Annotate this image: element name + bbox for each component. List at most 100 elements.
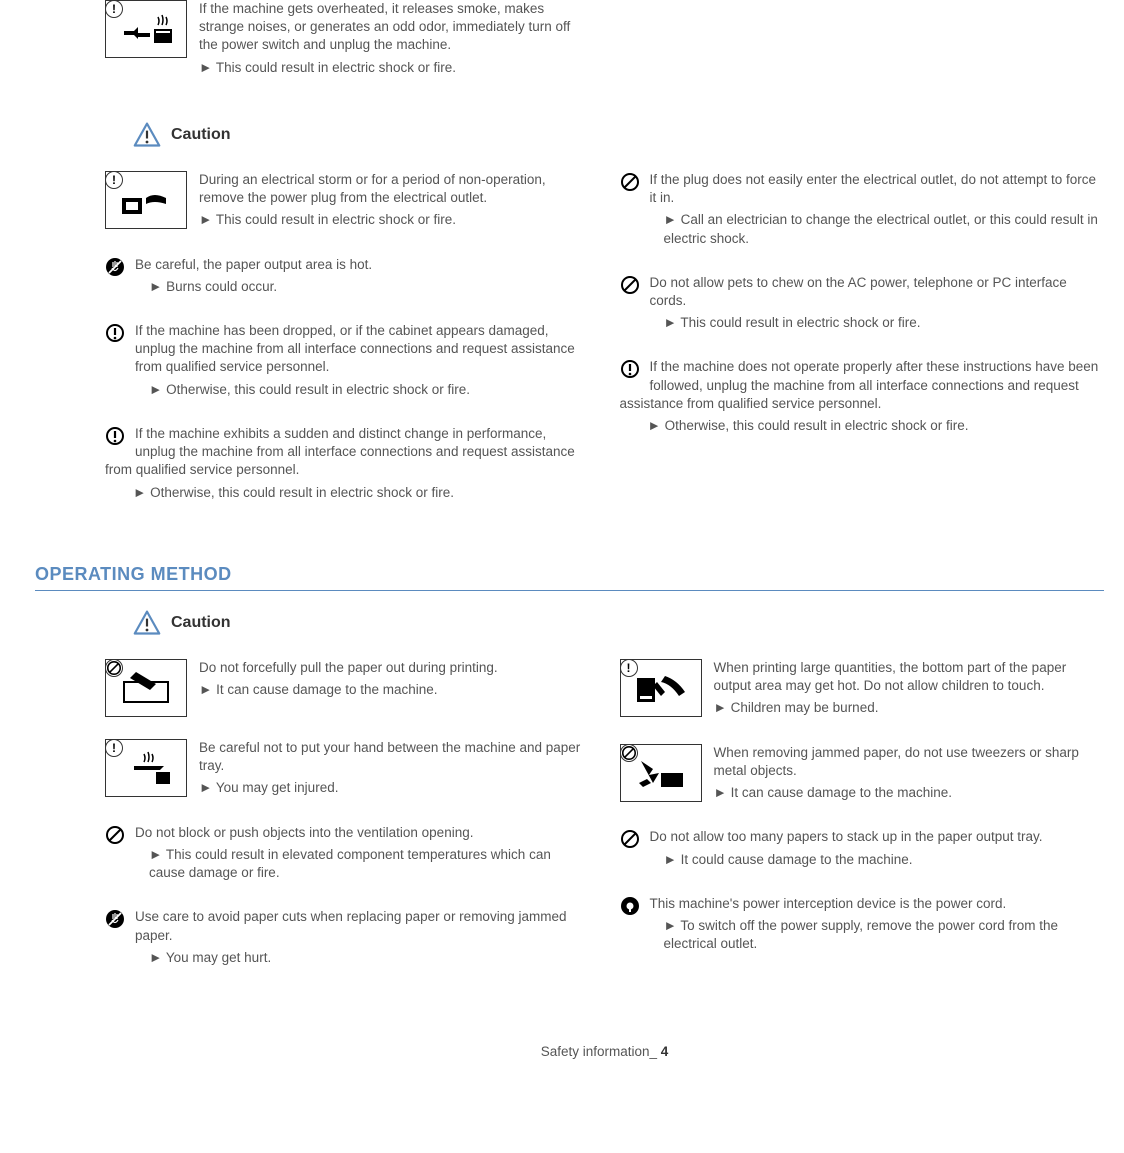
item-text: Be careful not to put your hand between … xyxy=(199,739,590,802)
illustration-box: ! xyxy=(620,659,702,717)
safety-item: When removing jammed paper, do not use t… xyxy=(620,744,1105,807)
item-result: It can cause damage to the machine. xyxy=(199,681,498,699)
item-result: This could result in elevated component … xyxy=(149,846,590,882)
item-text: Do not allow pets to chew on the AC powe… xyxy=(650,274,1105,337)
illustration-box: ! xyxy=(105,171,187,229)
notouch-icon xyxy=(105,257,125,277)
item-result: Burns could occur. xyxy=(149,278,372,296)
caution-label: Caution xyxy=(171,124,231,146)
caution-columns: ! During an electrical storm or for a per… xyxy=(105,171,1104,524)
item-body: If the machine does not operate properly… xyxy=(620,358,1105,413)
item-body: Be careful, the paper output area is hot… xyxy=(135,256,372,274)
column-left: ! During an electrical storm or for a per… xyxy=(105,171,590,524)
caution-triangle-icon xyxy=(133,609,161,637)
exclaim-icon: ! xyxy=(105,739,123,757)
page-footer: Safety information_ 4 xyxy=(105,1043,1104,1061)
safety-item: If the machine exhibits a sudden and dis… xyxy=(105,425,590,502)
page-number: 4 xyxy=(661,1044,669,1059)
safety-item: Do not forcefully pull the paper out dur… xyxy=(105,659,590,717)
exclaim-icon xyxy=(105,323,125,343)
exclaim-icon: ! xyxy=(620,659,638,677)
caution-heading: Caution xyxy=(133,609,1104,637)
item-text: Use care to avoid paper cuts when replac… xyxy=(135,908,590,971)
item-body: If the machine has been dropped, or if t… xyxy=(135,322,590,377)
item-body: When printing large quantities, the bott… xyxy=(714,659,1105,695)
exclaim-icon xyxy=(105,426,125,446)
caution-label: Caution xyxy=(171,612,231,634)
item-body: If the machine exhibits a sudden and dis… xyxy=(105,425,590,480)
item-body: Do not forcefully pull the paper out dur… xyxy=(199,659,498,677)
item-result: It could cause damage to the machine. xyxy=(664,851,1043,869)
item-body: When removing jammed paper, do not use t… xyxy=(714,744,1105,780)
item-body: Do not block or push objects into the ve… xyxy=(135,824,590,842)
illustration-box: ! xyxy=(105,0,187,58)
item-body: Be careful not to put your hand between … xyxy=(199,739,590,775)
illustration-box xyxy=(105,659,187,717)
item-text: Be careful, the paper output area is hot… xyxy=(135,256,372,300)
operating-columns: Do not forcefully pull the paper out dur… xyxy=(105,659,1104,993)
safety-item: Do not allow too many papers to stack up… xyxy=(620,828,1105,872)
warning-item: ! If the machine gets overheated, it rel… xyxy=(105,0,575,81)
exclaim-icon: ! xyxy=(105,0,123,18)
safety-item: ! When printing large quantities, the bot… xyxy=(620,659,1105,722)
prohibit-icon xyxy=(620,829,640,849)
item-result: This could result in electric shock or f… xyxy=(199,211,590,229)
item-text: When printing large quantities, the bott… xyxy=(714,659,1105,722)
safety-item: If the plug does not easily enter the el… xyxy=(620,171,1105,252)
item-body: Do not allow too many papers to stack up… xyxy=(650,828,1043,846)
item-result: You may get injured. xyxy=(199,779,590,797)
item-result: You may get hurt. xyxy=(149,949,590,967)
item-text: When removing jammed paper, do not use t… xyxy=(714,744,1105,807)
prohibit-icon xyxy=(620,275,640,295)
item-text: Do not forcefully pull the paper out dur… xyxy=(199,659,498,703)
item-text: If the plug does not easily enter the el… xyxy=(650,171,1105,252)
must-icon xyxy=(620,896,640,916)
safety-item: If the machine has been dropped, or if t… xyxy=(105,322,590,403)
safety-item: ! Be careful not to put your hand between… xyxy=(105,739,590,802)
item-result: It can cause damage to the machine. xyxy=(714,784,1105,802)
notouch-icon xyxy=(105,909,125,929)
item-result: Otherwise, this could result in electric… xyxy=(149,381,590,399)
footer-text: Safety information_ xyxy=(541,1044,657,1059)
item-text: This machine's power interception device… xyxy=(650,895,1105,958)
column-right: ! When printing large quantities, the bot… xyxy=(620,659,1105,993)
safety-item: Use care to avoid paper cuts when replac… xyxy=(105,908,590,971)
item-result: To switch off the power supply, remove t… xyxy=(664,917,1105,953)
item-body: Do not allow pets to chew on the AC powe… xyxy=(650,274,1105,310)
item-text: During an electrical storm or for a peri… xyxy=(199,171,590,234)
item-text: Do not block or push objects into the ve… xyxy=(135,824,590,887)
exclaim-icon xyxy=(620,359,640,379)
caution-triangle-icon xyxy=(133,121,161,149)
item-body: If the plug does not easily enter the el… xyxy=(650,171,1105,207)
item-body: Use care to avoid paper cuts when replac… xyxy=(135,908,590,944)
item-result: Children may be burned. xyxy=(714,699,1105,717)
item-text: If the machine has been dropped, or if t… xyxy=(135,322,590,403)
column-right: If the plug does not easily enter the el… xyxy=(620,171,1105,524)
safety-item: This machine's power interception device… xyxy=(620,895,1105,958)
safety-item: Be careful, the paper output area is hot… xyxy=(105,256,590,300)
safety-item: Do not allow pets to chew on the AC powe… xyxy=(620,274,1105,337)
exclaim-icon: ! xyxy=(105,171,123,189)
section-heading: OPERATING METHOD xyxy=(35,562,1104,591)
illustration-box xyxy=(620,744,702,802)
prohibit-icon xyxy=(620,172,640,192)
caution-heading: Caution xyxy=(133,121,1104,149)
item-body: This machine's power interception device… xyxy=(650,895,1105,913)
item-text: Do not allow too many papers to stack up… xyxy=(650,828,1043,872)
prohibit-icon xyxy=(620,744,638,762)
unplug-illustration xyxy=(116,9,176,49)
item-result: Otherwise, this could result in electric… xyxy=(133,484,590,502)
safety-item: ! During an electrical storm or for a per… xyxy=(105,171,590,234)
prohibit-icon xyxy=(105,659,123,677)
prohibit-icon xyxy=(105,825,125,845)
item-body: During an electrical storm or for a peri… xyxy=(199,171,590,207)
safety-item: Do not block or push objects into the ve… xyxy=(105,824,590,887)
item-result: Call an electrician to change the electr… xyxy=(664,211,1105,247)
warning-body: If the machine gets overheated, it relea… xyxy=(199,0,575,55)
item-result: This could result in electric shock or f… xyxy=(664,314,1105,332)
illustration-box: ! xyxy=(105,739,187,797)
warning-text: If the machine gets overheated, it relea… xyxy=(199,0,575,81)
item-result: Otherwise, this could result in electric… xyxy=(648,417,1105,435)
safety-item: If the machine does not operate properly… xyxy=(620,358,1105,435)
warning-result: This could result in electric shock or f… xyxy=(199,59,575,77)
